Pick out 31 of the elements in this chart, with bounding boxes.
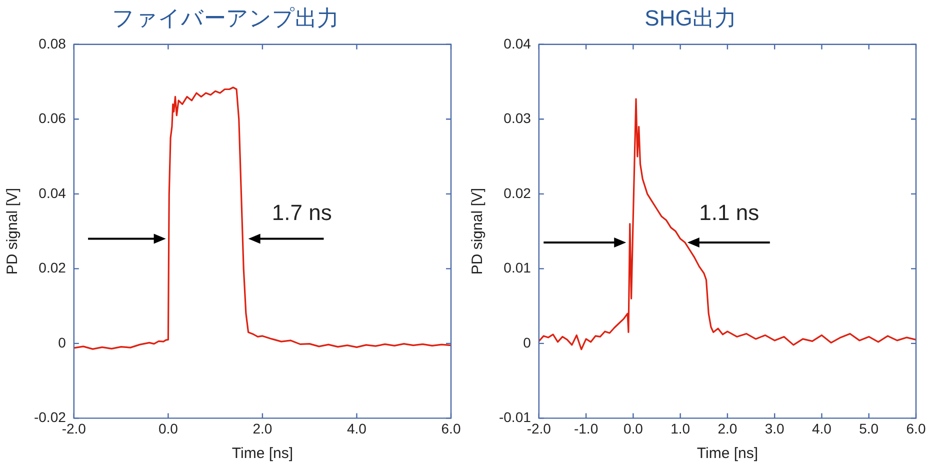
y-tick-label: 0.01 (504, 260, 532, 276)
x-tick-label: 4.0 (346, 420, 367, 436)
annotation: 1.1 ns (699, 200, 760, 226)
y-axis-title: PD signal [V] (469, 188, 486, 275)
x-tick-label: 1.0 (670, 420, 690, 436)
y-tick-label: 0.08 (38, 35, 66, 52)
y-tick-label: 0.04 (38, 184, 66, 201)
y-tick-label: 0.03 (504, 110, 532, 126)
y-tick-label: 0.04 (504, 35, 532, 52)
y-axis-title: PD signal [V] (4, 188, 22, 275)
x-tick-label: -1.0 (574, 420, 598, 436)
x-tick-label: 6.0 (906, 420, 926, 436)
x-tick-label: 5.0 (859, 420, 879, 436)
x-tick-label: 2.0 (252, 420, 272, 436)
x-axis-title: Time [ns] (696, 445, 758, 462)
y-tick-label: 0.06 (38, 110, 66, 126)
x-tick-label: 6.0 (441, 420, 461, 436)
x-tick-label: 4.0 (812, 420, 832, 436)
annotation: 1.7 ns (272, 200, 332, 226)
x-tick-label: 3.0 (764, 420, 785, 436)
x-tick-label: 0.0 (623, 420, 644, 436)
x-tick-label: 2.0 (718, 420, 738, 436)
y-tick-label: 0 (523, 334, 532, 350)
y-tick-label: 0.02 (504, 184, 532, 201)
x-axis-title: Time [ns] (232, 445, 294, 462)
chart-title: ファイバーアンプ出力 (112, 5, 339, 30)
y-tick-label: 0.02 (38, 260, 66, 276)
chart-title: SHG出力 (644, 5, 736, 30)
y-tick-label: -0.01 (498, 409, 532, 426)
y-tick-label: 0 (58, 334, 66, 350)
x-tick-label: 0.0 (158, 420, 178, 436)
